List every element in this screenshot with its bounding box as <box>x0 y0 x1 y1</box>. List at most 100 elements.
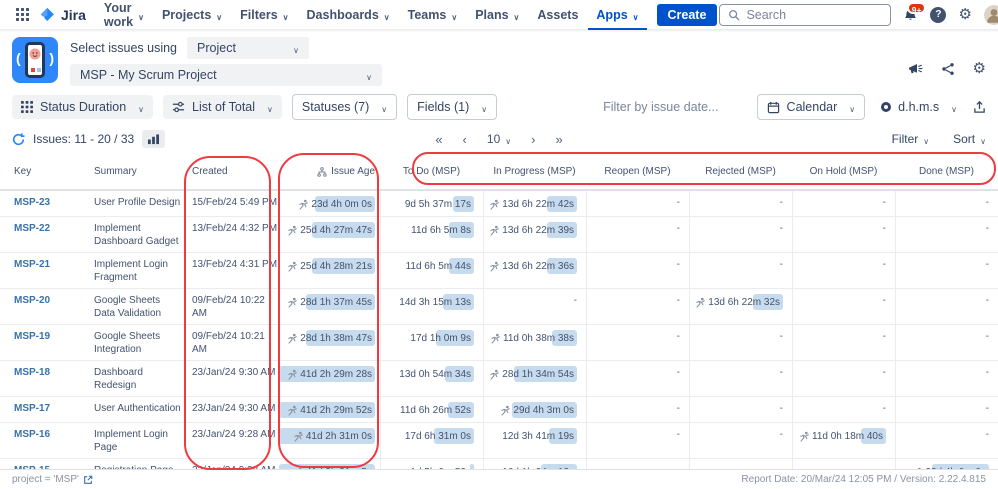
last-page-button[interactable]: » <box>555 131 563 147</box>
sort-dropdown[interactable]: Sort <box>953 132 986 146</box>
next-page-button[interactable]: › <box>531 131 536 147</box>
column-header[interactable]: On Hold (MSP) <box>809 166 878 177</box>
status-duration-cell: - <box>792 459 895 469</box>
runner-icon <box>288 405 298 416</box>
runner-icon <box>491 333 500 344</box>
issue-date-filter[interactable]: Filter by issue date... <box>603 100 719 114</box>
column-header[interactable]: Issue Age <box>278 160 380 182</box>
export-icon[interactable] <box>973 100 986 114</box>
column-header[interactable]: Rejected (MSP) <box>705 166 776 177</box>
time-format-select[interactable]: d.h.m.s <box>879 95 959 119</box>
issue-key-link[interactable]: MSP-22 <box>14 223 51 234</box>
share-icon[interactable] <box>941 62 955 76</box>
column-header[interactable]: Key <box>14 166 32 177</box>
duration-value: 17d 1h 0m 9s <box>382 330 474 346</box>
statuses-filter[interactable]: Statuses (7) <box>291 94 398 120</box>
status-duration-cell: 14d 3h 15m 13s <box>380 289 483 324</box>
first-page-button[interactable]: « <box>435 131 443 147</box>
issue-key-link[interactable]: MSP-19 <box>14 331 51 342</box>
nav-item-dashboards[interactable]: Dashboards <box>299 0 398 30</box>
issue-source-mode-select[interactable]: Project <box>187 37 310 59</box>
prev-page-button[interactable]: ‹ <box>462 131 467 147</box>
external-link-icon[interactable] <box>83 475 93 485</box>
bar-chart-icon <box>148 134 160 145</box>
top-navigation: Jira Your work Projects Filters Dashboar… <box>0 0 998 30</box>
duration-value: 41d 2h 31m 5s <box>279 464 375 469</box>
status-duration-cell: - <box>586 325 689 360</box>
column-header[interactable]: Created <box>192 166 228 177</box>
status-duration-cell: - <box>689 191 792 216</box>
issue-key-link[interactable]: MSP-21 <box>14 259 51 270</box>
duration-bar <box>552 330 577 346</box>
project-select[interactable]: MSP - My Scrum Project <box>70 64 382 86</box>
status-duration-cell: 13d 6h 22m 42s <box>483 191 586 216</box>
jira-logo[interactable]: Jira <box>37 6 94 23</box>
issue-key-link[interactable]: MSP-20 <box>14 295 51 306</box>
nav-item-filters[interactable]: Filters <box>232 0 296 30</box>
status-duration-cell: - <box>895 217 998 252</box>
search-icon <box>729 9 741 21</box>
duration-value: 13d 6h 22m 42s <box>485 196 577 212</box>
page-size-select[interactable]: 10 <box>487 132 511 146</box>
report-settings-gear-icon[interactable]: ⚙ <box>972 60 986 77</box>
duration-bar <box>442 294 474 310</box>
create-button[interactable]: Create <box>656 3 718 26</box>
filter-dropdown[interactable]: Filter <box>892 132 930 146</box>
created-cell: 13/Feb/24 4:32 PM <box>192 223 278 234</box>
created-cell: 13/Feb/24 4:31 PM <box>192 259 278 270</box>
global-search[interactable] <box>719 3 892 26</box>
report-type-select[interactable]: Status Duration <box>12 95 154 119</box>
help-button[interactable]: ? <box>930 6 947 23</box>
calendar-select[interactable]: Calendar <box>756 94 866 120</box>
person-icon <box>983 4 998 25</box>
summary-cell: Registration Page <box>94 459 182 469</box>
issue-key-link[interactable]: MSP-16 <box>14 429 51 440</box>
runner-icon <box>288 225 298 236</box>
nav-item-projects[interactable]: Projects <box>154 0 230 30</box>
column-header[interactable]: Summary <box>94 166 137 177</box>
user-avatar[interactable] <box>983 4 998 25</box>
runner-icon <box>288 333 298 344</box>
status-duration-cell: 13d 0h 54m 34s <box>380 361 483 396</box>
feedback-megaphone-icon[interactable] <box>907 62 923 76</box>
issue-key-cell: MSP-23 <box>0 191 94 216</box>
settings-gear-icon[interactable]: ⚙ <box>958 6 972 23</box>
issue-key-link[interactable]: MSP-18 <box>14 367 51 378</box>
search-input[interactable] <box>746 7 867 22</box>
status-duration-cell: 28d 1h 34m 54s <box>483 361 586 396</box>
table-row: MSP-23 User Profile Design 15/Feb/24 5:49 … <box>0 191 998 217</box>
nav-item-apps[interactable]: Apps <box>588 0 646 30</box>
nav-item-your-work[interactable]: Your work <box>96 0 152 30</box>
status-duration-cell: - <box>895 423 998 458</box>
status-duration-cell: - <box>586 289 689 324</box>
status-duration-cell: 13d 6h 22m 32s <box>689 289 792 324</box>
status-duration-cell: 1d 5h 6m 53s <box>380 459 483 469</box>
nav-item-plans[interactable]: Plans <box>467 0 527 30</box>
issue-key-link[interactable]: MSP-17 <box>14 403 51 414</box>
issue-key-cell: MSP-15 <box>0 459 94 469</box>
duration-bar <box>549 428 577 444</box>
column-header[interactable]: In Progress (MSP) <box>493 166 576 177</box>
notifications-button[interactable]: 9+ <box>903 2 927 23</box>
runner-icon <box>490 369 500 380</box>
duration-bar <box>546 258 577 274</box>
nav-item-teams[interactable]: Teams <box>400 0 466 30</box>
nav-item-assets[interactable]: Assets <box>537 7 579 22</box>
app-switcher-icon[interactable] <box>10 8 35 21</box>
issue-key-link[interactable]: MSP-23 <box>14 197 51 208</box>
issue-key-link[interactable]: MSP-15 <box>14 465 50 469</box>
column-header[interactable]: Reopen (MSP) <box>604 166 671 177</box>
fields-filter[interactable]: Fields (1) <box>407 94 498 120</box>
status-duration-cell: - <box>792 217 895 252</box>
column-header[interactable]: Done (MSP) <box>918 166 974 177</box>
smiley-face-icon <box>29 48 41 60</box>
refresh-icon[interactable] <box>12 132 25 146</box>
app-logo: ( ) <box>12 37 58 83</box>
list-of-select[interactable]: List of Total <box>163 95 282 119</box>
duration-value: 11d 6h 5m 8s <box>382 222 474 238</box>
column-header[interactable]: To Do (MSP) <box>402 166 461 177</box>
status-duration-cell: - <box>689 325 792 360</box>
status-duration-cell: - <box>586 423 689 458</box>
chart-view-button[interactable] <box>142 130 166 148</box>
table-row: MSP-16 Implement Login Page 23/Jan/24 9:28… <box>0 423 998 459</box>
